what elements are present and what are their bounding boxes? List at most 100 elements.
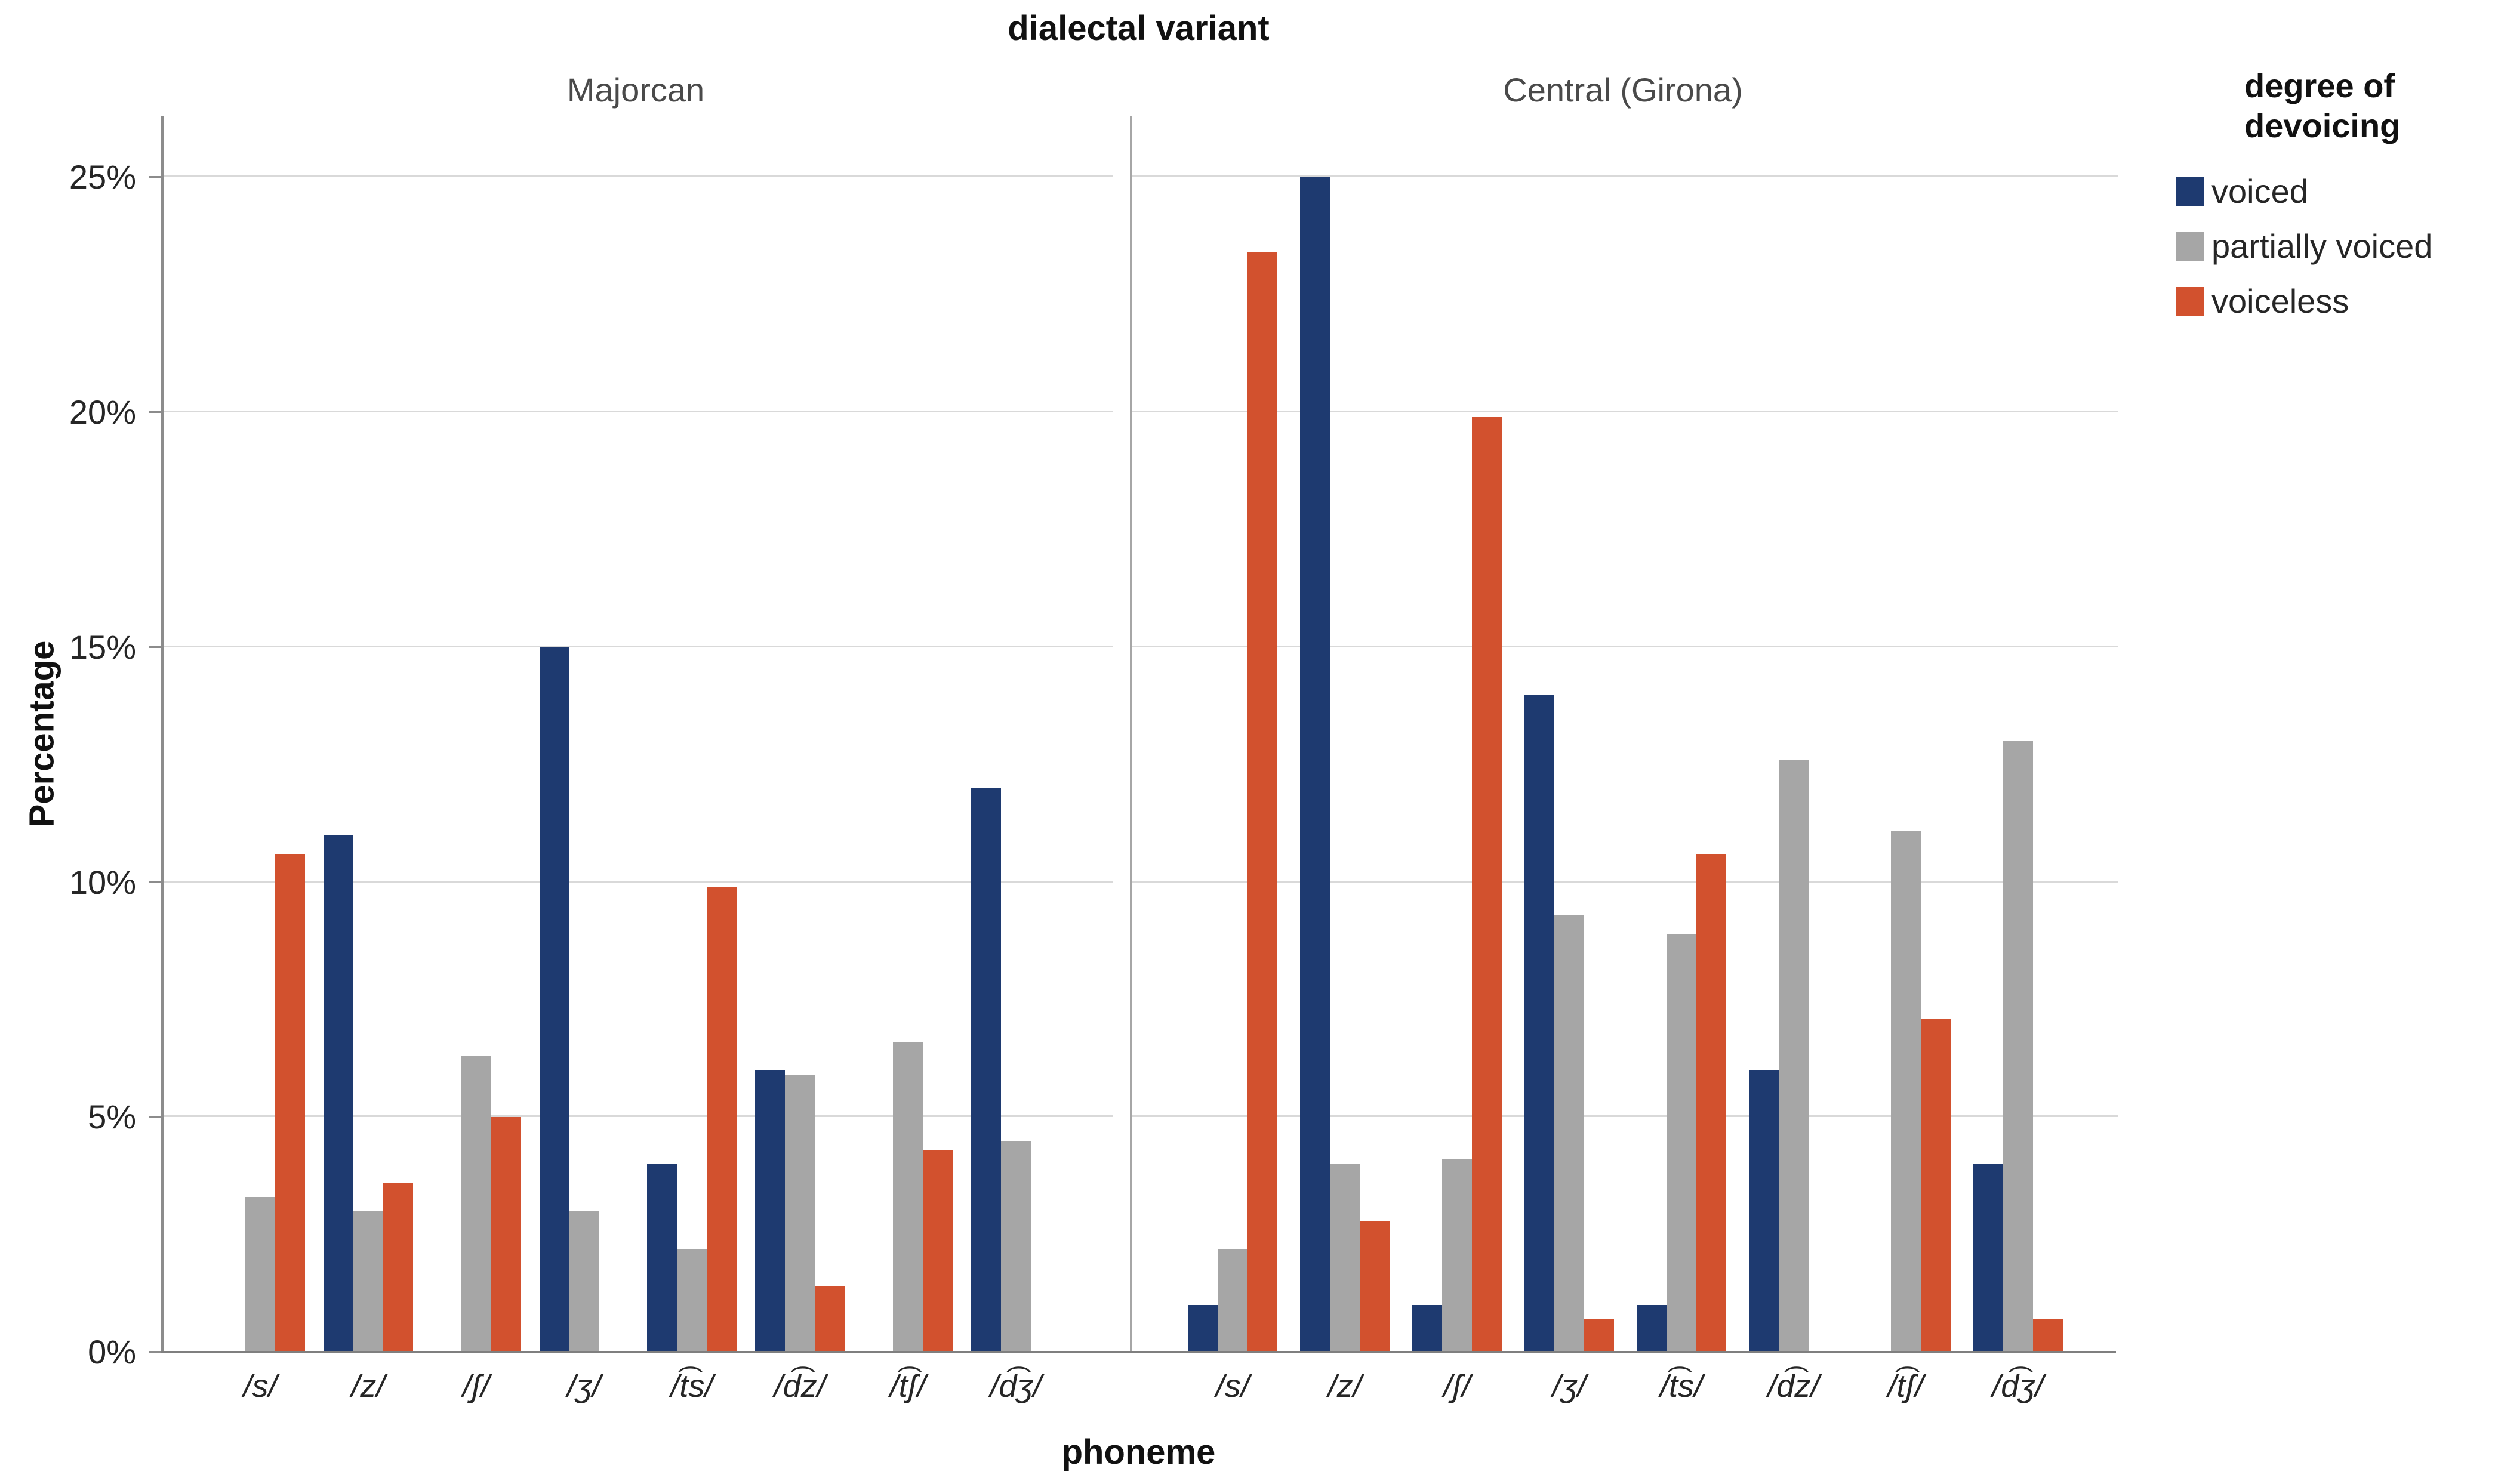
legend-swatch xyxy=(2176,286,2204,316)
x-tick-label: /ʒ/ xyxy=(567,1368,602,1404)
bar-voiced xyxy=(1300,177,1330,1352)
legend-item-voiced: voiced xyxy=(2176,172,2492,211)
legend-item-label: voiceless xyxy=(2211,282,2349,320)
x-axis-line xyxy=(161,1351,2116,1353)
x-tick-label: /s/ xyxy=(243,1368,278,1404)
y-tick-mark xyxy=(149,411,161,414)
panel-title-central-girona: Central (Girona) xyxy=(1503,71,1743,109)
bar-group xyxy=(422,116,530,1352)
x-tick-label: /t͡s/ xyxy=(1659,1368,1703,1404)
x-tick-label: /ʃ/ xyxy=(462,1368,490,1404)
chart-title: dialectal variant xyxy=(1008,9,1270,48)
bar-group xyxy=(1513,116,1625,1352)
bar-cluster xyxy=(1524,116,1615,1352)
bar-cluster xyxy=(1973,116,2063,1352)
x-tick-labels: /s/ /z/ /ʃ/ /ʒ/ /t͡s/ /d͡z/ /t͡ʃ/ /d͡ʒ/ xyxy=(207,1368,1070,1405)
x-tick-label: /z/ xyxy=(1327,1368,1362,1404)
bar-group xyxy=(314,116,422,1352)
gridline-25pct xyxy=(1132,175,2118,178)
gridline-5pct xyxy=(1132,1115,2118,1118)
bar-partially-voiced xyxy=(1890,830,1921,1352)
legend-items: voiced partially voiced voiceless xyxy=(2176,172,2492,320)
bar-voiceless xyxy=(1360,1220,1390,1352)
gridline-15pct xyxy=(1132,645,2118,647)
bar-cluster xyxy=(755,116,845,1352)
bar-group xyxy=(1962,116,2074,1352)
bar-partially-voiced xyxy=(1666,934,1696,1352)
x-tick-label: /t͡s/ xyxy=(670,1368,714,1404)
bar-partially-voiced xyxy=(677,1248,707,1352)
plot-area: /s//z//ʃ//ʒ//t͡s//d͡z//t͡ʃ//d͡ʒ/ /s//z//… xyxy=(69,116,2118,1404)
bar-group xyxy=(1738,116,1850,1352)
legend-title-line2: devoicing xyxy=(2244,107,2401,145)
bar-cluster xyxy=(432,116,521,1352)
y-tick-label: 20% xyxy=(69,393,136,431)
bar-voiceless xyxy=(1472,416,1502,1352)
bar-group xyxy=(1401,116,1513,1352)
bar-voiced xyxy=(971,788,1001,1352)
x-tick-label: /ʒ/ xyxy=(1552,1368,1587,1404)
legend: degree of devoicing voiced partially voic… xyxy=(2176,66,2492,337)
bar-partially-voiced xyxy=(2003,741,2033,1352)
bar-voiceless xyxy=(491,1117,521,1352)
bar-partially-voiced xyxy=(785,1075,815,1352)
legend-item-label: partially voiced xyxy=(2211,227,2433,266)
legend-item-label: voiced xyxy=(2211,172,2308,211)
panel-central-girona: /s/ /z/ /ʃ/ /ʒ/ /t͡s/ /d͡z/ /t͡ʃ/ /d͡ʒ/ xyxy=(1130,116,2118,1404)
bar-voiceless xyxy=(1920,1018,1951,1352)
bar-partially-voiced xyxy=(461,1056,491,1352)
bar-voiceless xyxy=(1248,252,1278,1352)
bar-partially-voiced xyxy=(1000,1140,1031,1352)
gridline-15pct xyxy=(164,645,1113,647)
bar-partially-voiced xyxy=(245,1197,275,1352)
bar-voiced xyxy=(647,1164,677,1352)
x-tick-label: /ʃ/ xyxy=(1443,1368,1471,1404)
gridline-25pct xyxy=(164,175,1113,178)
bar-cluster xyxy=(215,116,305,1352)
bar-voiceless xyxy=(275,854,305,1352)
bar-group xyxy=(1176,116,1289,1352)
bar-cluster xyxy=(1748,116,1838,1352)
bar-groups xyxy=(1176,116,2074,1352)
y-tick-label: 0% xyxy=(88,1333,136,1371)
panel-majorcan: /s/ /z/ /ʃ/ /ʒ/ /t͡s/ /d͡z/ /t͡ʃ/ /d͡ʒ/ xyxy=(161,116,1113,1404)
x-tick-label: /d͡ʒ/ xyxy=(1992,1368,2044,1404)
bar-partially-voiced xyxy=(893,1042,923,1352)
bar-cluster xyxy=(539,116,629,1352)
bar-voiced xyxy=(1748,1070,1779,1352)
bar-voiced xyxy=(1973,1164,2003,1352)
legend-item-partially-voiced: partially voiced xyxy=(2176,227,2492,266)
bar-groups xyxy=(207,116,1070,1352)
y-tick-label: 25% xyxy=(69,158,136,196)
bar-partially-voiced xyxy=(1778,760,1809,1352)
bar-voiced xyxy=(323,835,353,1352)
bar-cluster xyxy=(1636,116,1726,1352)
bar-group xyxy=(207,116,315,1352)
x-tick-label: /z/ xyxy=(351,1368,386,1404)
bar-cluster xyxy=(1300,116,1390,1352)
bar-group xyxy=(854,116,962,1352)
bar-voiced xyxy=(1188,1305,1218,1352)
y-tick-label: 10% xyxy=(69,863,136,901)
y-tick-mark xyxy=(149,1116,161,1118)
bar-voiceless xyxy=(923,1150,953,1352)
bar-voiceless xyxy=(2032,1319,2063,1352)
bar-group xyxy=(962,116,1070,1352)
bar-partially-voiced xyxy=(1330,1164,1360,1352)
bar-partially-voiced xyxy=(353,1211,383,1352)
y-tick-mark xyxy=(149,646,161,648)
bar-voiced xyxy=(539,647,569,1352)
legend-title-line1: degree of xyxy=(2244,67,2395,104)
bar-partially-voiced xyxy=(1218,1248,1248,1352)
bar-group xyxy=(746,116,854,1352)
bar-voiced xyxy=(755,1070,786,1352)
bar-cluster xyxy=(1412,116,1502,1352)
bar-voiceless xyxy=(815,1286,845,1352)
bar-cluster xyxy=(1188,116,1278,1352)
x-tick-label: /t͡ʃ/ xyxy=(1887,1368,1924,1404)
bar-cluster xyxy=(1861,116,1951,1352)
bar-group xyxy=(1625,116,1738,1352)
panel-title-majorcan: Majorcan xyxy=(566,71,705,109)
bar-voiceless xyxy=(707,887,737,1352)
